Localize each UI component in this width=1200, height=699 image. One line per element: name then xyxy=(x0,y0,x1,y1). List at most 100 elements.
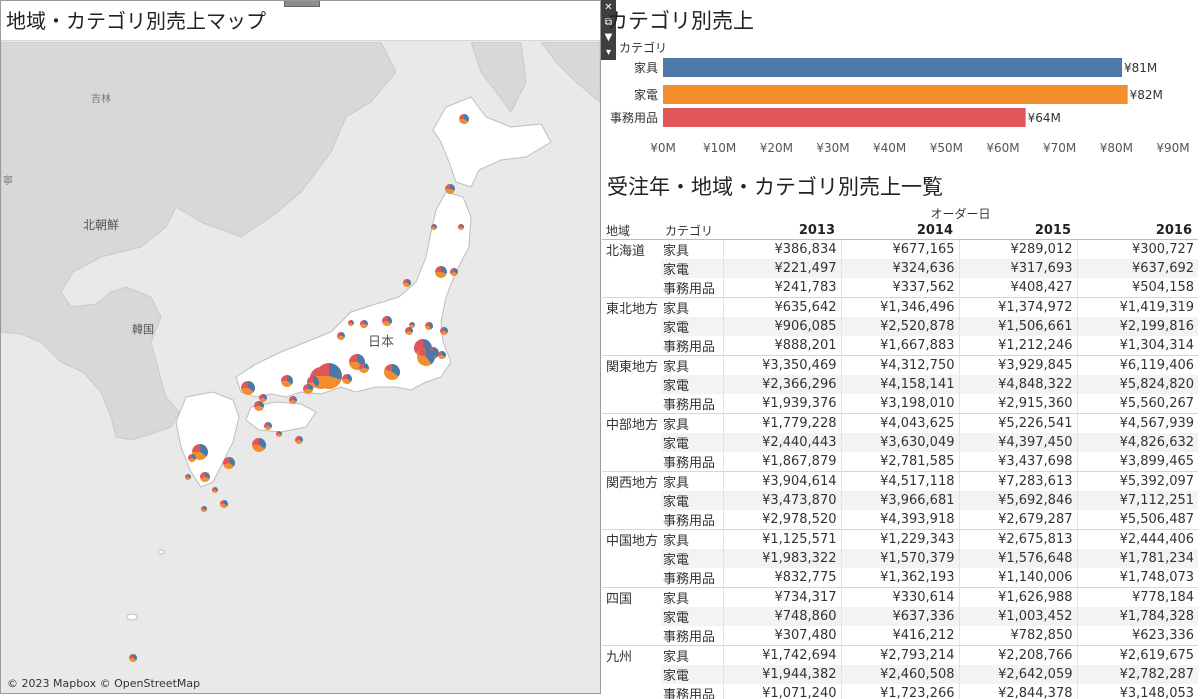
pie-slice[interactable] xyxy=(224,500,228,507)
sales-value-cell[interactable]: ¥317,693 xyxy=(958,259,1077,278)
pie-slice[interactable] xyxy=(192,454,197,460)
category-cell[interactable]: 家具 xyxy=(661,355,723,375)
pie-slice[interactable] xyxy=(264,422,268,428)
pie-slice[interactable] xyxy=(188,454,192,460)
bar-mark[interactable] xyxy=(663,108,1026,127)
pie-slice[interactable] xyxy=(429,322,433,330)
sales-value-cell[interactable]: ¥1,779,228 xyxy=(722,413,841,433)
pie-slice[interactable] xyxy=(229,457,235,467)
pie-slice[interactable] xyxy=(435,272,447,278)
sales-value-cell[interactable]: ¥1,748,073 xyxy=(1076,568,1198,588)
sales-value-cell[interactable]: ¥5,506,487 xyxy=(1076,510,1198,530)
region-pie-marker[interactable] xyxy=(295,436,303,444)
pie-slice[interactable] xyxy=(308,384,313,391)
bar-category-label[interactable]: 家電 xyxy=(634,87,658,102)
pie-slice[interactable] xyxy=(276,434,282,437)
pie-slice[interactable] xyxy=(279,431,282,436)
pie-slice[interactable] xyxy=(259,401,264,408)
pie-slice[interactable] xyxy=(440,327,444,333)
region-pie-marker[interactable] xyxy=(342,374,352,384)
pie-slice[interactable] xyxy=(403,283,411,287)
filter-icon[interactable]: ▼ xyxy=(604,32,613,43)
region-pie-marker[interactable] xyxy=(425,322,433,330)
pie-slice[interactable] xyxy=(313,376,319,387)
sales-value-cell[interactable]: ¥3,148,053 xyxy=(1076,684,1198,699)
region-cell[interactable]: 四国 xyxy=(602,587,661,646)
region-pie-marker[interactable] xyxy=(348,320,354,326)
year-header[interactable]: 2014 xyxy=(841,222,959,240)
sales-value-cell[interactable]: ¥2,793,214 xyxy=(840,645,959,665)
pie-slice[interactable] xyxy=(289,396,293,402)
sales-value-cell[interactable]: ¥5,692,846 xyxy=(958,491,1077,510)
category-cell[interactable]: 事務用品 xyxy=(663,282,716,297)
sales-value-cell[interactable]: ¥1,626,988 xyxy=(958,587,1077,607)
sales-value-cell[interactable]: ¥1,304,314 xyxy=(1076,336,1198,356)
pie-slice[interactable] xyxy=(129,654,133,658)
pie-slice[interactable] xyxy=(188,474,191,479)
category-cell[interactable]: 家電 xyxy=(661,317,723,336)
pie-slice[interactable] xyxy=(450,268,454,274)
sales-value-cell[interactable]: ¥3,350,469 xyxy=(722,355,841,375)
pie-slice[interactable] xyxy=(360,320,364,326)
pie-slice[interactable] xyxy=(461,224,464,229)
category-cell[interactable]: 家電 xyxy=(661,665,723,684)
pie-slice[interactable] xyxy=(405,327,409,333)
pie-slice[interactable] xyxy=(364,320,368,326)
sales-value-cell[interactable]: ¥504,158 xyxy=(1076,278,1198,298)
map-attribution[interactable]: © 2023 Mapbox © OpenStreetMap xyxy=(7,677,201,690)
sales-value-cell[interactable]: ¥4,848,322 xyxy=(958,375,1077,394)
sales-value-cell[interactable]: ¥2,444,406 xyxy=(1076,529,1198,549)
table-row[interactable]: 事務用品 ¥1,071,240 ¥1,723,266 ¥2,844,378 ¥3,148… xyxy=(602,684,1198,699)
bar-category-label[interactable]: 事務用品 xyxy=(610,111,658,125)
pie-slice[interactable] xyxy=(450,184,456,191)
pie-slice[interactable] xyxy=(329,363,342,381)
sales-value-cell[interactable]: ¥3,437,698 xyxy=(958,452,1077,472)
pie-slice[interactable] xyxy=(435,266,441,272)
sales-value-cell[interactable]: ¥330,614 xyxy=(840,587,959,607)
pie-slice[interactable] xyxy=(454,268,459,274)
category-cell[interactable]: 家具 xyxy=(661,645,723,665)
region-pie-marker[interactable] xyxy=(440,327,448,335)
sales-value-cell[interactable]: ¥4,517,118 xyxy=(840,471,959,491)
pie-slice[interactable] xyxy=(342,379,352,384)
pie-slice[interactable] xyxy=(360,324,368,328)
region-pie-marker[interactable] xyxy=(212,487,218,494)
table-row[interactable]: 中部地方 家具 ¥1,779,228 ¥4,043,625 ¥5,226,541 ¥4,5… xyxy=(602,413,1198,472)
pie-slice[interactable] xyxy=(459,119,469,125)
pie-slice[interactable] xyxy=(351,320,354,325)
sales-value-cell[interactable]: ¥1,374,972 xyxy=(958,297,1077,317)
pie-slice[interactable] xyxy=(264,426,272,430)
table-row[interactable]: 関東地方 家具 ¥3,350,469 ¥4,312,750 ¥3,929,845 ¥6,1… xyxy=(602,355,1198,414)
sales-map-panel[interactable]: 吉林 北朝鮮 韓国 日本 寧 地域・カテゴリ別売上マップ © 2023 Mapb… xyxy=(0,0,601,694)
sales-value-cell[interactable]: ¥1,939,376 xyxy=(722,394,841,414)
pie-slice[interactable] xyxy=(133,654,137,661)
pie-slice[interactable] xyxy=(382,321,392,326)
table-row[interactable]: 事務用品 ¥832,775 ¥1,362,193 ¥1,140,006 ¥1,748,0… xyxy=(602,568,1198,588)
pie-slice[interactable] xyxy=(248,381,256,393)
region-pie-marker[interactable] xyxy=(289,396,297,404)
sales-value-cell[interactable]: ¥1,346,496 xyxy=(840,297,959,317)
region-cell[interactable]: 東北地方 xyxy=(602,297,661,356)
sales-value-cell[interactable]: ¥906,085 xyxy=(722,317,841,336)
pie-slice[interactable] xyxy=(220,500,224,504)
table-row[interactable]: 関西地方 家具 ¥3,904,614 ¥4,517,118 ¥7,283,613 ¥5,3… xyxy=(602,471,1198,530)
pie-slice[interactable] xyxy=(348,323,354,326)
sales-value-cell[interactable]: ¥2,460,508 xyxy=(840,665,959,684)
pie-slice[interactable] xyxy=(205,472,210,479)
table-row[interactable]: 家電 ¥748,860 ¥637,336 ¥1,003,452 ¥1,784,328 xyxy=(602,607,1198,626)
region-pie-marker[interactable] xyxy=(220,500,228,508)
sales-value-cell[interactable]: ¥1,570,379 xyxy=(840,549,959,568)
sales-value-cell[interactable]: ¥241,783 xyxy=(722,278,841,298)
sales-value-cell[interactable]: ¥7,283,613 xyxy=(958,471,1077,491)
pie-slice[interactable] xyxy=(412,322,415,326)
sales-value-cell[interactable]: ¥1,576,648 xyxy=(958,549,1077,568)
sales-value-cell[interactable]: ¥782,850 xyxy=(958,626,1077,646)
column-group-header[interactable]: オーダー日 xyxy=(930,207,991,221)
region-cell[interactable]: 関東地方 xyxy=(602,355,661,414)
sales-value-cell[interactable]: ¥2,520,878 xyxy=(840,317,959,336)
pie-slice[interactable] xyxy=(384,364,392,372)
region-cell[interactable]: 九州 xyxy=(602,645,661,699)
region-cell[interactable]: 関西地方 xyxy=(602,471,661,530)
sales-value-cell[interactable]: ¥5,226,541 xyxy=(958,413,1077,433)
pie-slice[interactable] xyxy=(259,438,266,450)
